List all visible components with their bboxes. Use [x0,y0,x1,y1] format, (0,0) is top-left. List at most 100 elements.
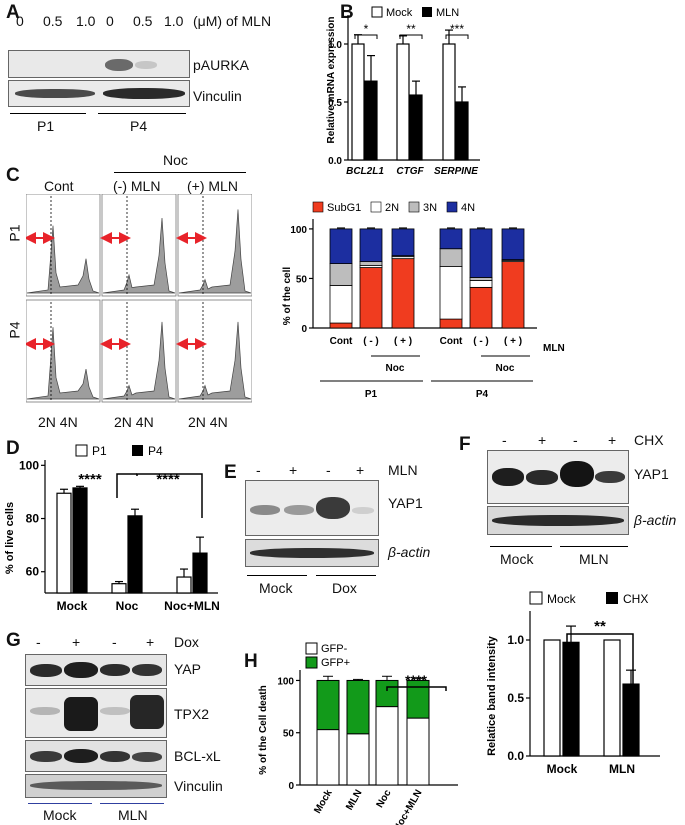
band [100,664,130,676]
band [595,471,625,483]
sig-bracket [445,34,469,39]
bar-segment [329,228,353,264]
y-tick-label: 0.5 [328,98,342,109]
chart-b-xlabels: BCL2L1 CTGF SERPINE [346,166,478,177]
blot-actin-f [487,506,629,535]
x-tick-label: Mock [547,762,578,776]
legend-swatch [606,592,618,604]
p-group-label: P1 [365,389,378,400]
bar [192,552,208,594]
chart-b-legend: Mock MLN [371,6,459,19]
bar [127,515,143,594]
group-bar [98,113,186,114]
conc-label: 0 [16,13,24,29]
sig-marker: *** [450,22,464,36]
bar-segment [469,280,493,288]
x-tick-label: Mock [312,788,335,816]
x-tick-label: Noc [375,788,394,810]
bar-segment [501,228,525,261]
bar-segment [359,228,383,263]
chart-d-bars [56,485,208,594]
bar-segment [439,266,463,320]
x-tick-label: MLN [609,762,635,776]
bar-segment [391,258,415,329]
axis-label-y: Relative mRNA expression [326,17,337,144]
sig-marker: * [364,22,369,36]
y-tick-label: 0 [288,781,294,792]
bar-segment [329,322,353,329]
conc-label: 0.5 [133,13,153,29]
bar-segment [406,717,430,786]
x-tick-label: ( - ) [363,336,379,347]
group-label: Mock [500,551,534,567]
blot-tpx2 [25,688,167,738]
col-label: (+) MLN [187,178,238,194]
axis-label-y: % of live cells [4,502,16,574]
panel-label-f: F [459,434,471,455]
chart-h-sig: **** [386,672,447,691]
chart-b-sig: * ** *** [354,22,469,39]
legend-label: SubG1 [327,202,361,214]
row-label-actin: β-actin [634,512,677,528]
legend-label: MLN [436,7,459,19]
bar-segment [469,228,493,278]
bar-segment [346,679,370,735]
bar-segment [359,261,383,266]
chart-h-legend: GFP- GFP+ [305,642,350,669]
x-tick-label: ( + ) [394,336,412,347]
group-label: Mock [259,580,293,596]
noc-label: Noc [163,152,188,168]
sig-bracket [354,34,378,39]
chart-c-xlabels: Cont ( - ) ( + ) Cont ( - ) ( + ) [330,336,522,347]
blot-vinculin-g [25,774,167,798]
flow-xlabel: 2N 4N [114,414,154,430]
row-label: Vinculin [174,778,223,794]
panel-label-h: H [244,651,258,672]
legend-label: GFP- [321,643,348,655]
chart-f-legend: Mock CHX [529,591,648,606]
band [30,707,60,715]
legend-swatch [446,201,458,213]
treat-label: Dox [174,634,199,650]
row-label-paurka: pAURKA [193,57,250,73]
legend-swatch [371,6,383,18]
panel-label-g: G [6,630,21,651]
row-label-p4: P4 [6,321,23,339]
axis-label-y: % of the cell [282,267,293,326]
band [492,515,624,526]
band [130,695,164,729]
p-group-label: P4 [476,389,489,400]
sign-label: + [72,634,81,650]
x-tick-label: Mock [57,599,88,613]
x-tick-label: SERPINE [434,166,478,177]
legend-label: GFP+ [321,657,350,669]
flow-xlabel: 2N 4N [188,414,228,430]
band [30,751,62,762]
x-tick-label: BCL2L1 [346,166,384,177]
chart-d-legend: P1 P4 [75,444,163,458]
x-tick-label: MLN [344,788,364,812]
group-bar [490,546,552,547]
panel-a-conc-labels: 0 0.5 1.0 0 0.5 1.0 [8,13,188,31]
group-bar [316,575,376,576]
noc-group-label: Noc [496,363,515,374]
y-tick-label: 0.5 [507,691,524,705]
sign-label: - [112,634,117,650]
band [284,505,314,515]
band [15,89,95,98]
bar-segment [316,729,340,786]
group-label: MLN [118,807,148,823]
conc-label: 0 [106,13,114,29]
group-label: MLN [579,551,609,567]
row-label-vinculin: Vinculin [193,88,242,104]
sig-bracket [399,34,423,39]
row-label-p1: P1 [6,224,23,242]
sign-label: - [256,462,261,478]
col-label: (-) MLN [113,178,161,194]
bar [176,576,192,594]
bar [111,583,127,594]
band [135,61,157,69]
sig-bracket [566,633,634,706]
band [492,468,524,486]
x-tick-label: CTGF [396,166,424,177]
